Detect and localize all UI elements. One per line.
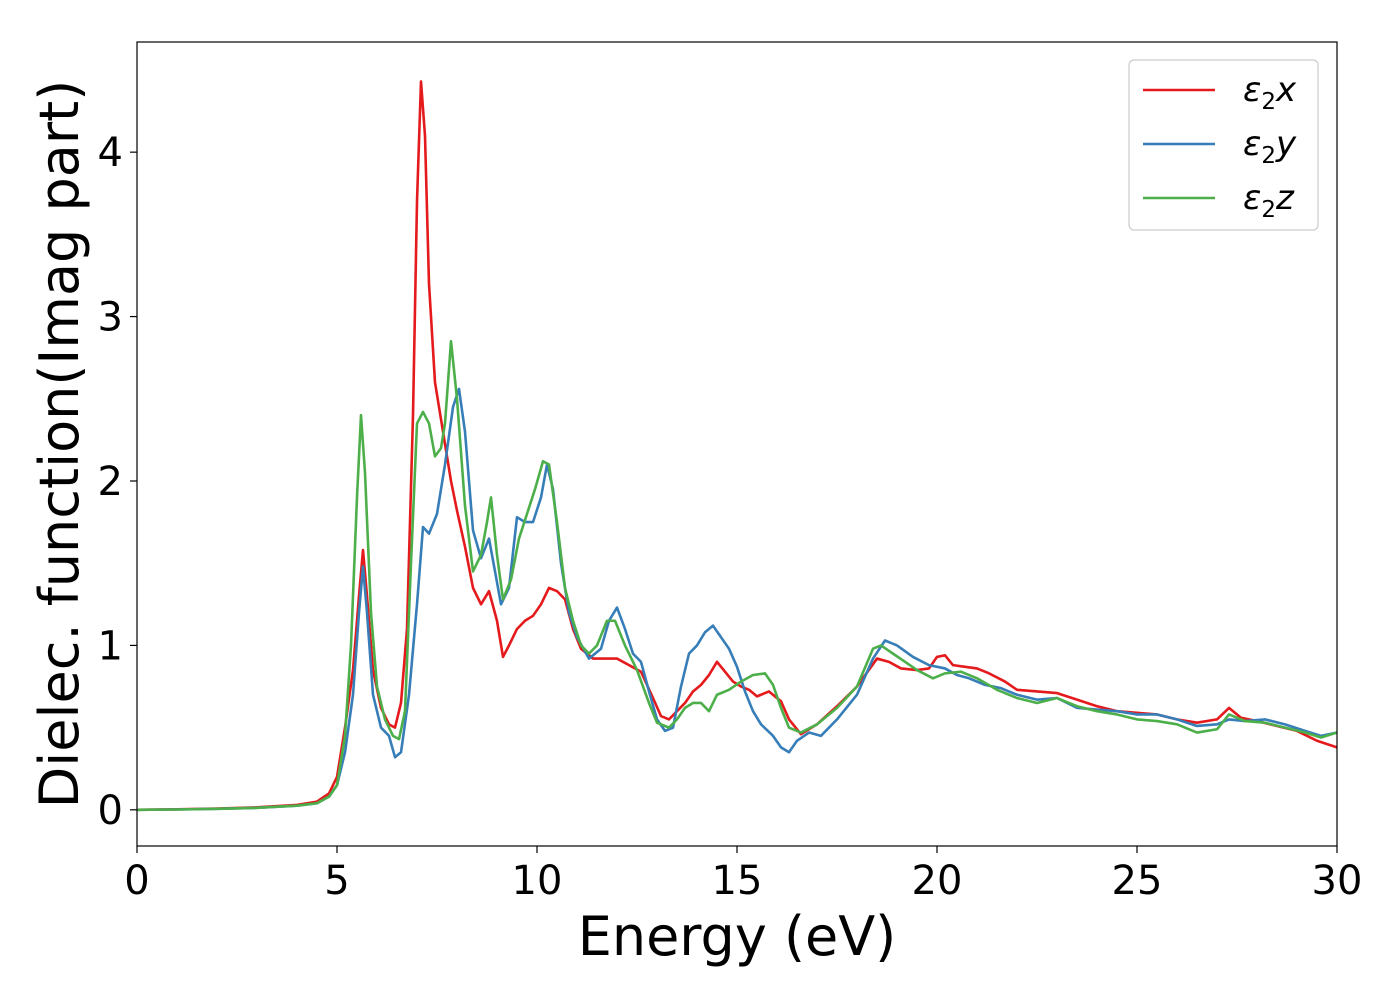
x-tick-label: 0 (124, 858, 149, 904)
x-tick-label: 15 (712, 858, 763, 904)
x-tick-label: 5 (324, 858, 349, 904)
y-tick-label: 4 (98, 130, 123, 176)
y-tick-label: 0 (98, 788, 123, 834)
x-tick-label: 30 (1312, 858, 1363, 904)
x-axis-title: Energy (eV) (578, 905, 897, 968)
series-line-z (137, 339, 1337, 812)
y-tick-label: 2 (98, 459, 123, 505)
y-tick-label: 1 (98, 623, 123, 669)
legend-label-y: ε2y (1243, 124, 1297, 169)
legend-box (1128, 59, 1319, 231)
legend: ε2x ε2y ε2z (1128, 59, 1319, 231)
legend-label-z: ε2z (1243, 178, 1295, 223)
series-line-x (137, 80, 1337, 812)
axes: 0 5 10 15 20 25 30 0 1 2 3 4 (98, 41, 1363, 904)
x-tick-label: 25 (1112, 858, 1163, 904)
y-tick-label: 3 (98, 295, 123, 341)
y-axis-title: Dielec. function(Imag part) (28, 80, 91, 809)
x-tick-label: 20 (912, 858, 963, 904)
legend-label-x: ε2x (1243, 70, 1297, 115)
plot-area (137, 80, 1337, 812)
series-line-y (137, 387, 1337, 812)
x-tick-label: 10 (512, 858, 563, 904)
